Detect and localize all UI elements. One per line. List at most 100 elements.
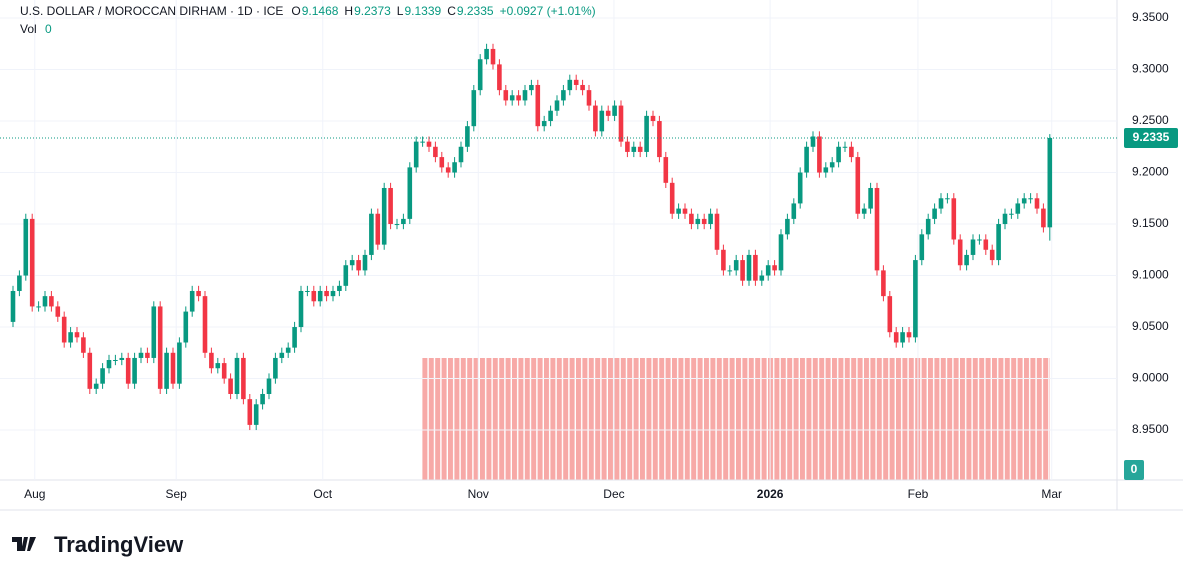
candle-body	[612, 105, 617, 116]
candle-body	[746, 254, 752, 281]
candle-body	[100, 368, 105, 384]
volume-label: Vol	[20, 22, 37, 36]
candle-body	[1047, 138, 1053, 228]
candle-body	[772, 265, 777, 271]
candle-body	[106, 360, 112, 369]
candle-body	[266, 378, 272, 394]
candle-body	[311, 290, 317, 302]
candle-body	[151, 306, 157, 358]
candle-body	[509, 95, 515, 101]
candle-body	[29, 218, 35, 307]
candle-body	[215, 363, 221, 369]
candle-body	[573, 79, 579, 85]
candle-body	[1034, 198, 1040, 209]
candle-body	[580, 84, 585, 91]
candle-body	[1021, 198, 1027, 204]
x-tick-label: Nov	[468, 487, 489, 501]
candle-body	[356, 260, 361, 271]
y-tick-label: 9.3500	[1132, 10, 1169, 24]
candle-body	[1028, 198, 1033, 200]
candle-body	[964, 254, 969, 266]
candle-body	[497, 64, 502, 91]
candle-body	[196, 290, 201, 297]
candle-body	[829, 162, 835, 168]
candle-body	[618, 105, 624, 142]
candle-body	[765, 265, 771, 276]
candle-body	[663, 157, 669, 183]
candle-body	[113, 360, 118, 361]
candle-body	[273, 357, 278, 379]
candle-body	[221, 363, 227, 379]
candle-body	[708, 213, 713, 225]
last-price-badge	[1124, 128, 1178, 149]
candle-body	[247, 399, 253, 425]
candle-body	[413, 141, 419, 168]
candle-body	[682, 208, 688, 214]
candle-body	[324, 290, 329, 297]
candle-body	[925, 218, 931, 235]
candle-body	[279, 352, 285, 358]
candle-body	[362, 254, 368, 271]
header-value: 9.1339	[404, 4, 441, 18]
candle-body	[874, 187, 880, 271]
candle-body	[861, 208, 867, 214]
candle-body	[81, 337, 86, 353]
candle-body	[650, 115, 656, 122]
candle-body	[189, 290, 195, 312]
candle-body	[420, 141, 425, 143]
brand: TradingView	[54, 532, 184, 557]
candle-body	[945, 198, 950, 200]
candle-body	[17, 275, 22, 291]
candle-body	[375, 213, 381, 245]
candle-body	[727, 270, 733, 272]
candle-body	[919, 234, 925, 261]
header-value: 9.1468	[302, 4, 339, 18]
header-value: 9.2373	[354, 4, 391, 18]
candle-body	[516, 95, 521, 101]
candle-body	[541, 121, 547, 127]
candle-body	[561, 90, 566, 101]
candle-body	[337, 285, 342, 291]
header-value: 9.2335	[457, 4, 494, 18]
candle-body	[567, 79, 573, 91]
candle-body	[407, 167, 413, 219]
candle-body	[957, 239, 963, 266]
candle-body	[164, 352, 169, 389]
candle-body	[1009, 213, 1014, 215]
candle-body	[554, 100, 560, 111]
candle-body	[305, 290, 310, 292]
candle-body	[695, 218, 701, 225]
candle-body	[285, 347, 291, 353]
candle-body	[68, 332, 73, 343]
candle-body	[381, 187, 387, 245]
y-tick-label: 9.2000	[1132, 165, 1169, 179]
candle-body	[349, 260, 355, 266]
candle-body	[93, 383, 99, 389]
candle-body	[202, 296, 208, 353]
candle-body	[951, 198, 957, 240]
candle-body	[548, 110, 553, 122]
candle-body	[298, 290, 304, 328]
candle-body	[721, 249, 726, 271]
candle-body	[868, 187, 873, 209]
x-tick-label: 2026	[757, 487, 784, 501]
candle-body	[522, 90, 528, 101]
candle-body	[855, 157, 861, 214]
y-tick-label: 9.1500	[1132, 216, 1169, 230]
candle-body	[401, 218, 406, 225]
candle-body	[490, 48, 496, 65]
candle-body	[881, 270, 886, 297]
candle-body	[253, 404, 259, 425]
candle-body	[369, 213, 374, 255]
candle-body	[234, 357, 240, 394]
candle-body	[388, 187, 393, 225]
candle-body	[657, 121, 662, 158]
x-tick-label: Oct	[313, 487, 332, 501]
candle-body	[74, 332, 80, 338]
candle-body	[932, 208, 937, 219]
y-tick-label: 9.1000	[1132, 268, 1169, 282]
header-key: C	[447, 4, 456, 18]
x-tick-label: Sep	[166, 487, 188, 501]
header-key: H	[344, 4, 353, 18]
